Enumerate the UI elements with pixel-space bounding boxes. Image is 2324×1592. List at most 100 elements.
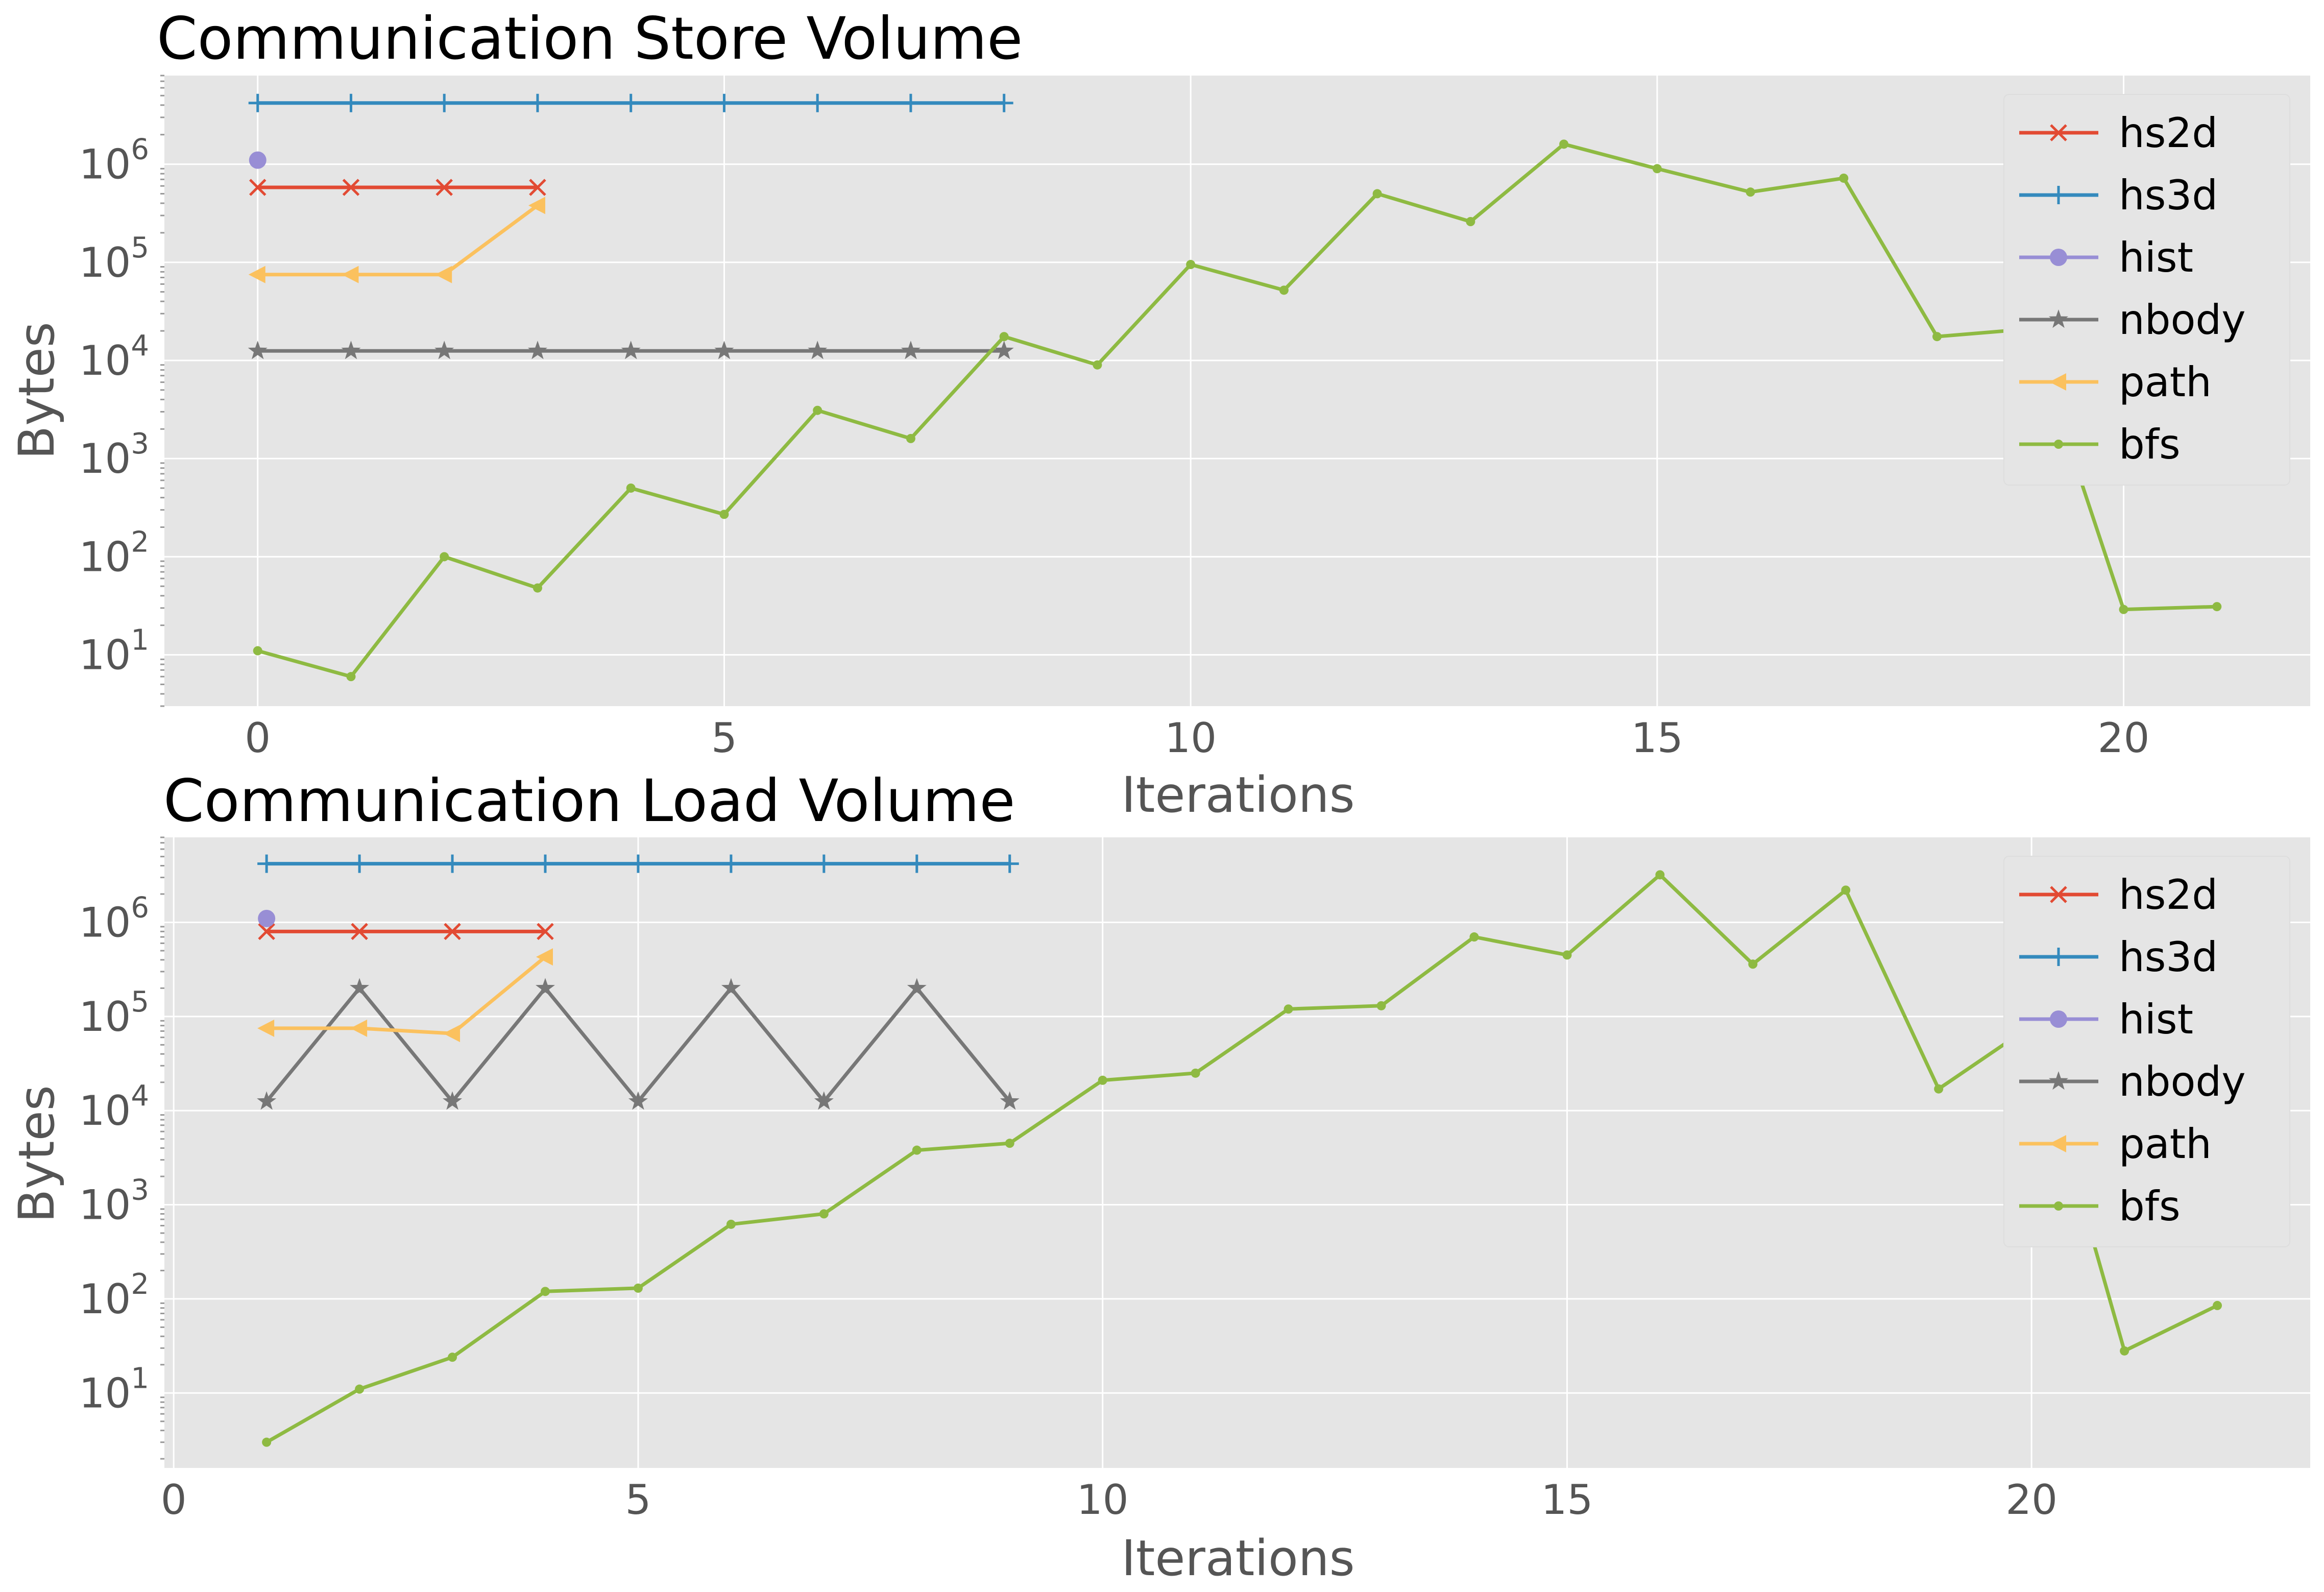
- data-point-hs3d: [907, 854, 926, 873]
- data-point-bfs: [1005, 1139, 1014, 1148]
- x-tick-label: 5: [625, 1476, 651, 1524]
- data-point-bfs: [1746, 187, 1755, 197]
- data-point-hs2d: [529, 179, 546, 196]
- data-point-nbody: [714, 341, 734, 359]
- data-point-hs3d: [1000, 854, 1019, 873]
- y-tick-label: 103: [79, 1174, 149, 1229]
- x-axis-label: Iterations: [1121, 766, 1354, 824]
- data-point-bfs: [1559, 139, 1569, 149]
- data-point-bfs: [2120, 1346, 2129, 1356]
- data-point-bfs: [726, 1219, 736, 1229]
- legend-label: path: [2119, 1120, 2212, 1168]
- data-point-nbody: [808, 341, 828, 359]
- series-line-path: [257, 204, 539, 277]
- data-point-bfs: [448, 1353, 457, 1362]
- legend-entry-hs3d: hs3d: [2019, 172, 2218, 219]
- data-point-bfs: [1934, 1084, 1944, 1094]
- data-point-bfs: [999, 332, 1009, 342]
- legend-entry-hs3d: hs3d: [2019, 933, 2218, 981]
- grid: [164, 837, 2310, 1468]
- store-volume-chart: 101 102 103 104 105 106 0 5 10 15 20 hs2d hs3d hist…: [8, 5, 2310, 824]
- legend-marker-path: [2049, 373, 2066, 391]
- legend-label: hs3d: [2119, 172, 2218, 219]
- data-point-bfs: [1562, 950, 1572, 960]
- y-tick-label: 106: [79, 133, 149, 188]
- data-point-hs2d: [444, 923, 461, 940]
- x-tick-label: 15: [1541, 1476, 1593, 1524]
- data-point-bfs: [906, 433, 915, 443]
- series-hist: [249, 151, 267, 169]
- series-hs2d: [249, 179, 546, 196]
- series-line-bfs: [265, 873, 2218, 1444]
- legend-entry-hs2d: hs2d: [2019, 871, 2218, 919]
- legend-marker-bfs: [2054, 440, 2063, 449]
- y-tick-labels: 101 102 103 104 105 106: [79, 891, 149, 1417]
- series-hs3d: [248, 93, 1013, 112]
- x-tick-label: 10: [1165, 714, 1217, 762]
- legend-entry-hist: hist: [2019, 234, 2193, 281]
- legend-label: hs2d: [2119, 109, 2218, 157]
- data-point-hs2d: [249, 179, 267, 196]
- x-tick-label: 15: [1631, 714, 1683, 762]
- series-layer: [257, 854, 2222, 1447]
- legend-marker-hs2d: [2050, 886, 2067, 903]
- data-point-bfs: [1098, 1075, 1107, 1085]
- minor-ticks: [160, 836, 164, 1460]
- minor-ticks: [160, 75, 164, 707]
- data-point-nbody: [443, 1091, 463, 1110]
- legend-marker-nbody: [2049, 309, 2068, 328]
- data-point-bfs: [626, 483, 636, 493]
- legend-label: bfs: [2119, 421, 2181, 468]
- legend-label: nbody: [2119, 296, 2246, 344]
- data-point-path: [435, 266, 452, 283]
- data-point-bfs: [2213, 1300, 2222, 1310]
- data-point-hs3d: [901, 93, 920, 112]
- load-volume-chart: 101 102 103 104 105 106 0 5 10 15 20 hs2d hs3d hist…: [8, 767, 2310, 1587]
- plot-area: [164, 76, 2310, 706]
- data-point-nbody: [907, 978, 927, 997]
- data-point-bfs: [540, 1287, 550, 1296]
- data-point-bfs: [1376, 1001, 1386, 1010]
- y-tick-label: 101: [79, 624, 149, 679]
- data-point-bfs: [1841, 885, 1851, 895]
- series-hist: [258, 909, 276, 927]
- data-point-path: [528, 197, 545, 214]
- data-point-hs3d: [257, 854, 276, 873]
- y-axis-label: Bytes: [8, 1085, 65, 1222]
- legend-entry-nbody: nbody: [2019, 296, 2246, 344]
- data-point-nbody: [248, 341, 268, 359]
- chart-title: Communication Store Volume: [157, 5, 1023, 73]
- data-point-bfs: [1466, 216, 1475, 226]
- data-point-bfs: [1655, 870, 1665, 880]
- series-hs3d: [257, 854, 1019, 873]
- series-path: [248, 197, 545, 283]
- data-point-bfs: [1652, 164, 1662, 174]
- legend-marker-path: [2049, 1135, 2066, 1152]
- x-tick-label: 0: [245, 714, 271, 762]
- legend-marker-hs3d: [2049, 186, 2068, 204]
- data-point-hs3d: [350, 854, 369, 873]
- data-point-hs3d: [715, 93, 734, 112]
- data-point-path: [248, 266, 265, 283]
- series-path: [257, 948, 553, 1043]
- legend-entry-bfs: bfs: [2019, 1183, 2181, 1230]
- data-point-bfs: [346, 672, 356, 682]
- data-point-bfs: [819, 1209, 829, 1219]
- series-nbody: [257, 978, 1020, 1110]
- data-point-path: [342, 266, 359, 283]
- data-point-hs2d: [435, 179, 453, 196]
- data-point-hist: [249, 151, 267, 169]
- legend-label: path: [2119, 358, 2212, 406]
- data-point-nbody: [814, 1091, 834, 1110]
- data-point-bfs: [1839, 173, 1849, 183]
- data-point-hs3d: [435, 93, 454, 112]
- data-point-nbody: [536, 978, 555, 997]
- legend-entry-nbody: nbody: [2019, 1058, 2246, 1105]
- legend-label: hs3d: [2119, 933, 2218, 981]
- y-tick-label: 102: [79, 1268, 149, 1323]
- data-point-nbody: [901, 341, 921, 359]
- y-tick-label: 106: [79, 891, 149, 946]
- data-point-nbody: [341, 341, 361, 359]
- legend-box: [2003, 856, 2290, 1247]
